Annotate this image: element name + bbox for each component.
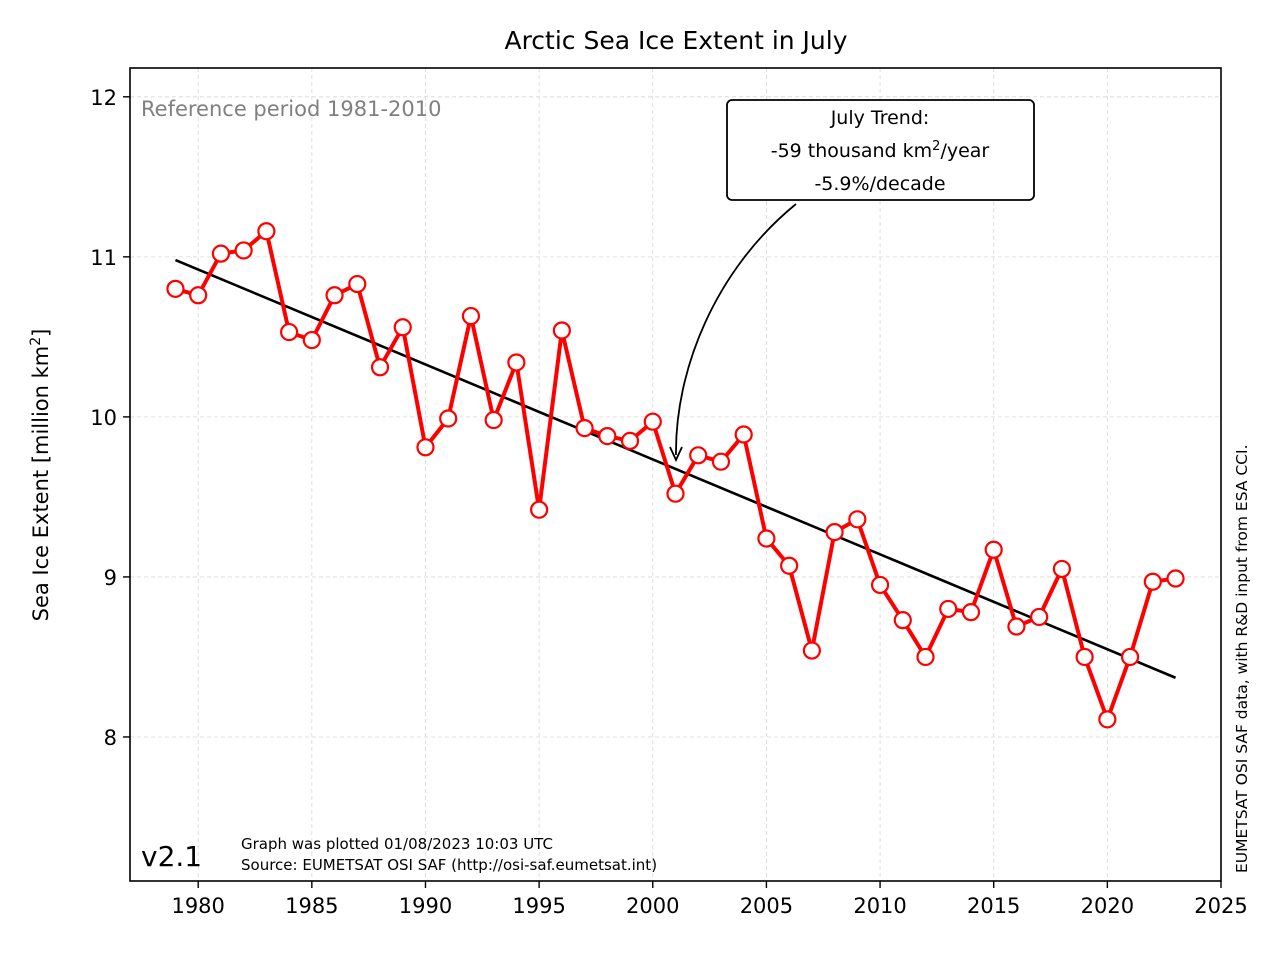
data-point xyxy=(893,611,912,630)
data-point xyxy=(984,540,1003,559)
data-point xyxy=(870,575,890,595)
x-tick-label: 2015 xyxy=(967,894,1020,918)
annotation-line-3: -5.9%/decade xyxy=(814,173,945,195)
data-point xyxy=(1120,647,1140,667)
annotation-line-1: July Trend: xyxy=(830,107,930,129)
y-tick-label: 9 xyxy=(104,566,117,590)
y-axis-ticks: 8 9 10 11 12 xyxy=(90,86,130,750)
data-point xyxy=(257,222,276,241)
x-tick-label: 2000 xyxy=(626,894,679,918)
data-point xyxy=(825,523,844,542)
y-axis-label: Sea Ice Extent [million km2] xyxy=(28,329,53,622)
data-point xyxy=(961,603,981,622)
data-point xyxy=(1075,647,1094,667)
data-point xyxy=(348,274,367,294)
annotation-arrowhead xyxy=(669,446,683,463)
data-point xyxy=(484,410,503,430)
data-point xyxy=(575,418,594,438)
data-point xyxy=(393,318,412,337)
trend-layer xyxy=(174,258,1177,679)
x-tick-label: 1990 xyxy=(399,894,452,918)
data-point xyxy=(711,452,731,471)
y-tick-label: 10 xyxy=(90,406,117,430)
data-point xyxy=(1007,617,1026,636)
reference-period-text: Reference period 1981-2010 xyxy=(141,97,441,121)
x-tick-label: 1985 xyxy=(285,894,338,918)
chart-title: Arctic Sea Ice Extent in July xyxy=(504,26,847,55)
data-point xyxy=(939,599,958,619)
annotation-arrow xyxy=(675,203,797,456)
annotation-line-2-tail: /year xyxy=(940,140,989,162)
data-point xyxy=(280,322,299,342)
y-tick-label: 8 xyxy=(104,726,117,750)
series-layer xyxy=(166,222,1185,729)
y-axis-label-sup: 2 xyxy=(28,337,44,346)
data-point xyxy=(370,358,390,377)
x-tick-label: 1980 xyxy=(171,894,224,918)
x-tick-label: 2005 xyxy=(740,894,793,918)
data-point xyxy=(1143,572,1162,591)
data-point xyxy=(643,412,662,431)
x-axis-ticks: 1980 1985 1990 1995 2000 2005 2010 2015 2020 2025 xyxy=(171,881,1248,918)
data-credit: EUMETSAT OSI SAF data, with R&D input fr… xyxy=(1233,445,1251,874)
data-point xyxy=(166,279,185,298)
annotation-line-2-sup: 2 xyxy=(932,139,940,154)
data-point xyxy=(552,321,571,340)
data-point xyxy=(757,529,776,548)
x-tick-label: 2020 xyxy=(1081,894,1134,918)
y-tick-label: 11 xyxy=(90,246,117,270)
data-point xyxy=(916,647,935,667)
x-tick-label: 2010 xyxy=(853,894,906,918)
data-point xyxy=(666,484,685,503)
data-point xyxy=(530,500,549,519)
data-point xyxy=(1030,607,1049,627)
annotation-line-2: -59 thousand km2/year xyxy=(771,139,990,163)
data-point xyxy=(1098,710,1117,729)
data-point xyxy=(780,556,799,575)
data-point xyxy=(848,510,867,529)
data-point xyxy=(1166,569,1185,588)
data-point xyxy=(1052,559,1071,579)
annotation-line-2-main: -59 thousand km xyxy=(771,140,932,162)
data-point xyxy=(689,446,708,465)
data-point xyxy=(211,244,231,263)
data-point xyxy=(598,426,617,446)
data-point xyxy=(325,286,344,305)
y-axis-label-main: Sea Ice Extent [million km xyxy=(29,346,53,622)
data-point xyxy=(802,641,821,660)
version-label: v2.1 xyxy=(141,840,202,873)
trend-annotation: July Trend: -59 thousand km2/year -5.9%/… xyxy=(669,99,1035,463)
data-point xyxy=(461,306,481,326)
y-tick-label: 12 xyxy=(90,86,117,110)
trend-line xyxy=(174,258,1177,679)
plot-frame xyxy=(129,67,1222,882)
data-point xyxy=(507,353,526,372)
annotation-box xyxy=(726,99,1035,201)
data-point xyxy=(439,409,458,428)
data-point xyxy=(734,425,753,444)
footer-source: Source: EUMETSAT OSI SAF (http://osi-saf… xyxy=(241,856,657,874)
footer-plotted-date: Graph was plotted 01/08/2023 10:03 UTC xyxy=(241,835,553,853)
data-point xyxy=(416,438,435,457)
data-point xyxy=(234,241,253,260)
x-tick-label: 2025 xyxy=(1194,894,1247,918)
y-axis-label-tail: ] xyxy=(29,329,53,337)
data-point xyxy=(302,330,321,350)
data-point xyxy=(189,286,208,305)
x-tick-label: 1995 xyxy=(512,894,565,918)
data-point xyxy=(620,431,640,450)
